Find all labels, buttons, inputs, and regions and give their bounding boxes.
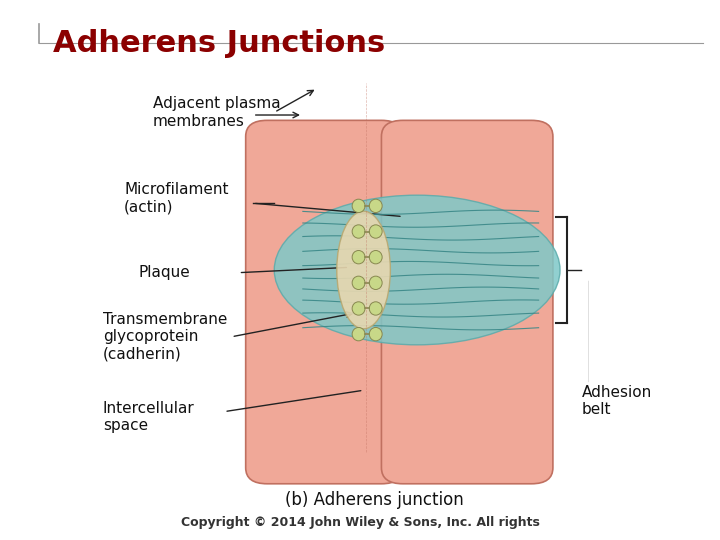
FancyBboxPatch shape <box>382 120 553 484</box>
Ellipse shape <box>274 195 560 345</box>
Ellipse shape <box>337 211 390 329</box>
Text: Plaque: Plaque <box>138 265 190 280</box>
Ellipse shape <box>352 251 365 264</box>
Text: Transmembrane
glycoprotein
(cadherin): Transmembrane glycoprotein (cadherin) <box>103 312 228 362</box>
Text: Adhesion
belt: Adhesion belt <box>582 384 652 417</box>
Text: Adjacent plasma
membranes: Adjacent plasma membranes <box>153 96 280 129</box>
Text: Copyright © 2014 John Wiley & Sons, Inc. All rights: Copyright © 2014 John Wiley & Sons, Inc.… <box>181 516 539 529</box>
Ellipse shape <box>369 276 382 289</box>
Text: Microfilament
(actin): Microfilament (actin) <box>125 181 229 214</box>
Text: (b) Adherens junction: (b) Adherens junction <box>285 491 464 509</box>
Ellipse shape <box>369 251 382 264</box>
Ellipse shape <box>369 225 382 238</box>
Ellipse shape <box>369 327 382 341</box>
Ellipse shape <box>352 225 365 238</box>
Ellipse shape <box>352 199 365 213</box>
Ellipse shape <box>369 199 382 213</box>
Ellipse shape <box>352 327 365 341</box>
Ellipse shape <box>352 276 365 289</box>
Ellipse shape <box>369 302 382 315</box>
FancyBboxPatch shape <box>246 120 403 484</box>
Text: Adherens Junctions: Adherens Junctions <box>53 30 385 58</box>
Text: Intercellular
space: Intercellular space <box>103 401 194 433</box>
Ellipse shape <box>352 302 365 315</box>
